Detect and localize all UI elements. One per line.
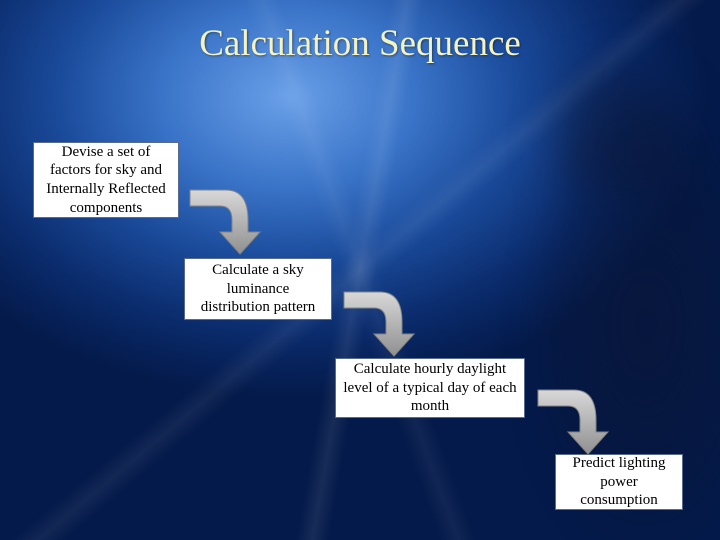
flowchart-arrow-3 [534, 384, 612, 456]
flowchart-box-3: Calculate hourly daylight level of a typ… [335, 358, 525, 418]
flowchart-box-2: Calculate a sky luminance distribution p… [184, 258, 332, 320]
flowchart-arrow-2 [340, 286, 418, 358]
flowchart-box-4: Predict lighting power consumption [555, 454, 683, 510]
page-title: Calculation Sequence [0, 22, 720, 65]
flowchart-arrow-1 [186, 184, 264, 256]
flowchart-box-1: Devise a set of factors for sky and Inte… [33, 142, 179, 218]
